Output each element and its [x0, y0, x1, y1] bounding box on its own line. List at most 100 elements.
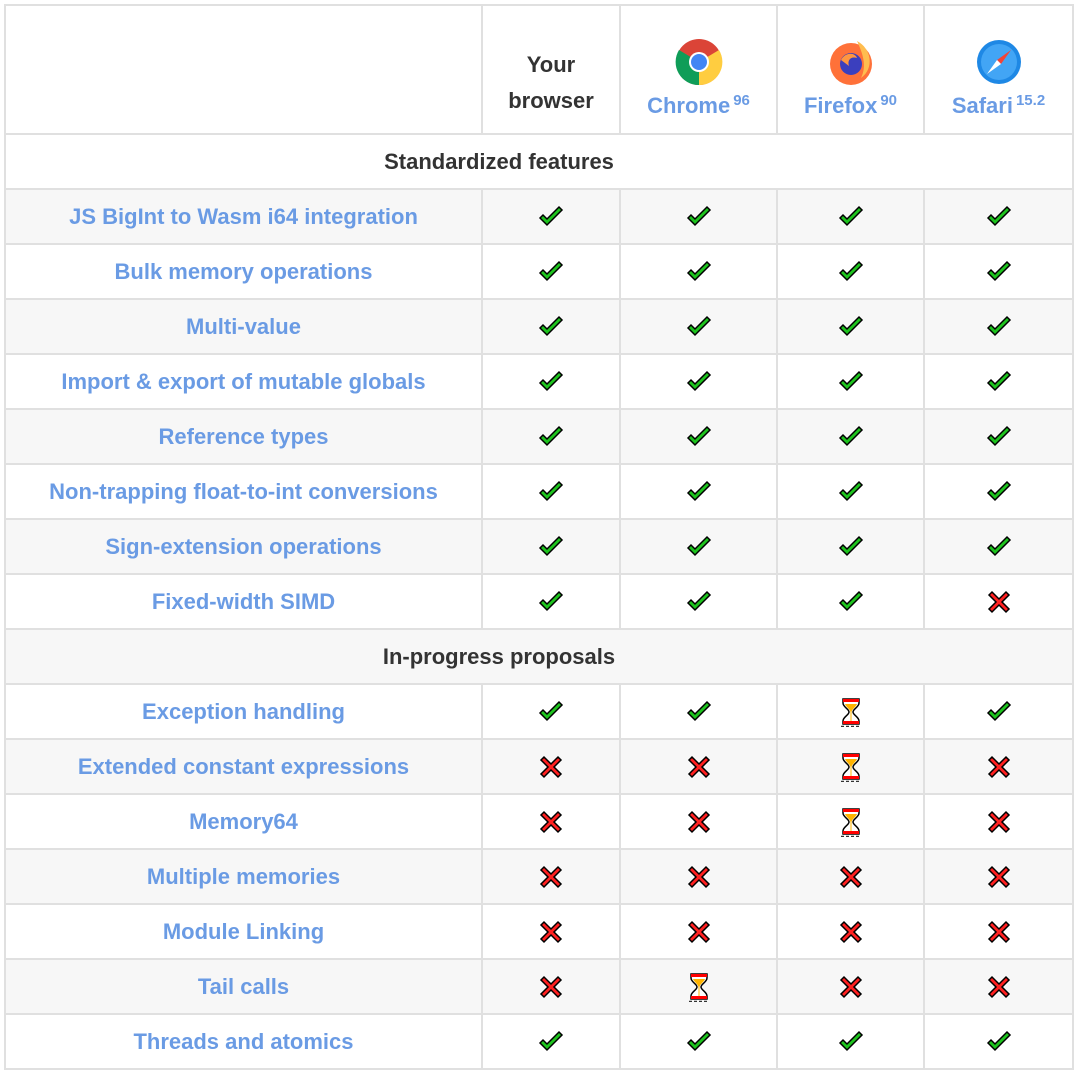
- check-icon: [838, 481, 863, 502]
- check-icon: [686, 481, 711, 502]
- status-cell-yes: [923, 408, 1074, 465]
- feature-link[interactable]: Exception handling: [142, 698, 345, 724]
- cross-icon: [987, 976, 1010, 999]
- check-icon: [838, 206, 863, 227]
- check-icon: [838, 426, 863, 447]
- feature-link[interactable]: Non-trapping float-to-int conversions: [49, 478, 438, 504]
- feature-link[interactable]: Import & export of mutable globals: [61, 368, 426, 394]
- status-cell-progress: [776, 738, 925, 795]
- header-row: Your browser Chrome 96 Firefox 90 Safari 15…: [4, 4, 1074, 135]
- hourglass-icon: [840, 697, 861, 727]
- feature-link[interactable]: Sign-extension operations: [105, 533, 382, 559]
- safari-header: Safari 15.2: [923, 4, 1074, 135]
- cross-icon: [539, 756, 563, 779]
- feature-link[interactable]: Extended constant expressions: [77, 753, 410, 779]
- table-row: Non-trapping float-to-int conversions: [4, 463, 1074, 520]
- check-icon: [986, 1031, 1011, 1052]
- status-cell-yes: [776, 298, 925, 355]
- status-cell-yes: [481, 243, 621, 300]
- check-icon: [986, 701, 1011, 722]
- status-cell-yes: [481, 298, 621, 355]
- table-row: Extended constant expressions: [4, 738, 1074, 795]
- status-cell-progress: [619, 958, 778, 1015]
- cross-icon: [539, 976, 563, 999]
- browser-version: 15.2: [1015, 92, 1046, 109]
- feature-link[interactable]: Bulk memory operations: [114, 258, 373, 284]
- cross-icon: [687, 921, 710, 944]
- check-icon: [686, 261, 711, 282]
- check-icon: [838, 371, 863, 392]
- check-icon: [686, 701, 711, 722]
- feature-link[interactable]: Fixed-width SIMD: [151, 588, 336, 614]
- check-icon: [986, 261, 1011, 282]
- status-cell-yes: [481, 1013, 621, 1070]
- check-icon: [838, 536, 863, 557]
- status-cell-no: [481, 793, 621, 850]
- status-cell-yes: [776, 573, 925, 630]
- feature-link[interactable]: Module Linking: [162, 918, 325, 944]
- table-row: Memory64: [4, 793, 1074, 850]
- status-cell-yes: [619, 243, 778, 300]
- section-row: In-progress proposals: [4, 628, 1074, 685]
- firefox-header: Firefox 90: [776, 4, 925, 135]
- section-title: Standardized features: [384, 148, 614, 174]
- status-cell-no: [481, 903, 621, 960]
- feature-link[interactable]: Memory64: [189, 808, 298, 834]
- check-icon: [538, 481, 564, 502]
- table-row: Threads and atomics: [4, 1013, 1074, 1070]
- status-cell-no: [619, 848, 778, 905]
- hourglass-icon: [688, 972, 709, 1002]
- cross-icon: [987, 866, 1010, 889]
- empty-header-cell: [4, 4, 483, 135]
- check-icon: [538, 701, 564, 722]
- browser-link[interactable]: Chrome 96: [647, 92, 750, 118]
- status-cell-yes: [776, 188, 925, 245]
- check-icon: [538, 591, 564, 612]
- browser-link[interactable]: Firefox 90: [803, 92, 898, 118]
- status-cell-no: [619, 903, 778, 960]
- cross-icon: [839, 866, 862, 889]
- status-cell-yes: [923, 243, 1074, 300]
- table-row: Bulk memory operations: [4, 243, 1074, 300]
- feature-link[interactable]: Threads and atomics: [133, 1028, 354, 1054]
- check-icon: [838, 261, 863, 282]
- status-cell-no: [619, 793, 778, 850]
- browser-link[interactable]: Safari 15.2: [951, 92, 1046, 118]
- status-cell-no: [923, 793, 1074, 850]
- feature-link[interactable]: Multi-value: [186, 313, 301, 339]
- status-cell-yes: [776, 1013, 925, 1070]
- check-icon: [538, 536, 564, 557]
- table-row: Import & export of mutable globals: [4, 353, 1074, 410]
- status-cell-no: [923, 738, 1074, 795]
- check-icon: [838, 591, 863, 612]
- check-icon: [538, 206, 564, 227]
- status-cell-no: [923, 958, 1074, 1015]
- check-icon: [986, 481, 1011, 502]
- feature-link[interactable]: Reference types: [158, 423, 329, 449]
- chrome-logo-icon: [621, 38, 776, 86]
- table-row: Sign-extension operations: [4, 518, 1074, 575]
- status-cell-yes: [923, 463, 1074, 520]
- check-icon: [686, 206, 711, 227]
- cross-icon: [987, 811, 1010, 834]
- feature-link[interactable]: JS BigInt to Wasm i64 integration: [69, 203, 418, 229]
- feature-link[interactable]: Tail calls: [197, 973, 290, 999]
- status-cell-yes: [776, 463, 925, 520]
- cross-icon: [839, 921, 862, 944]
- feature-link[interactable]: Multiple memories: [146, 863, 341, 889]
- status-cell-yes: [481, 683, 621, 740]
- browser-version: 90: [880, 92, 898, 109]
- status-cell-progress: [776, 683, 925, 740]
- check-icon: [686, 426, 711, 447]
- status-cell-yes: [923, 188, 1074, 245]
- status-cell-yes: [481, 408, 621, 465]
- table-row: Fixed-width SIMD: [4, 573, 1074, 630]
- check-icon: [538, 1031, 564, 1052]
- status-cell-no: [481, 738, 621, 795]
- status-cell-yes: [776, 518, 925, 575]
- status-cell-yes: [619, 518, 778, 575]
- status-cell-yes: [619, 408, 778, 465]
- check-icon: [686, 371, 711, 392]
- status-cell-yes: [776, 408, 925, 465]
- status-cell-no: [923, 848, 1074, 905]
